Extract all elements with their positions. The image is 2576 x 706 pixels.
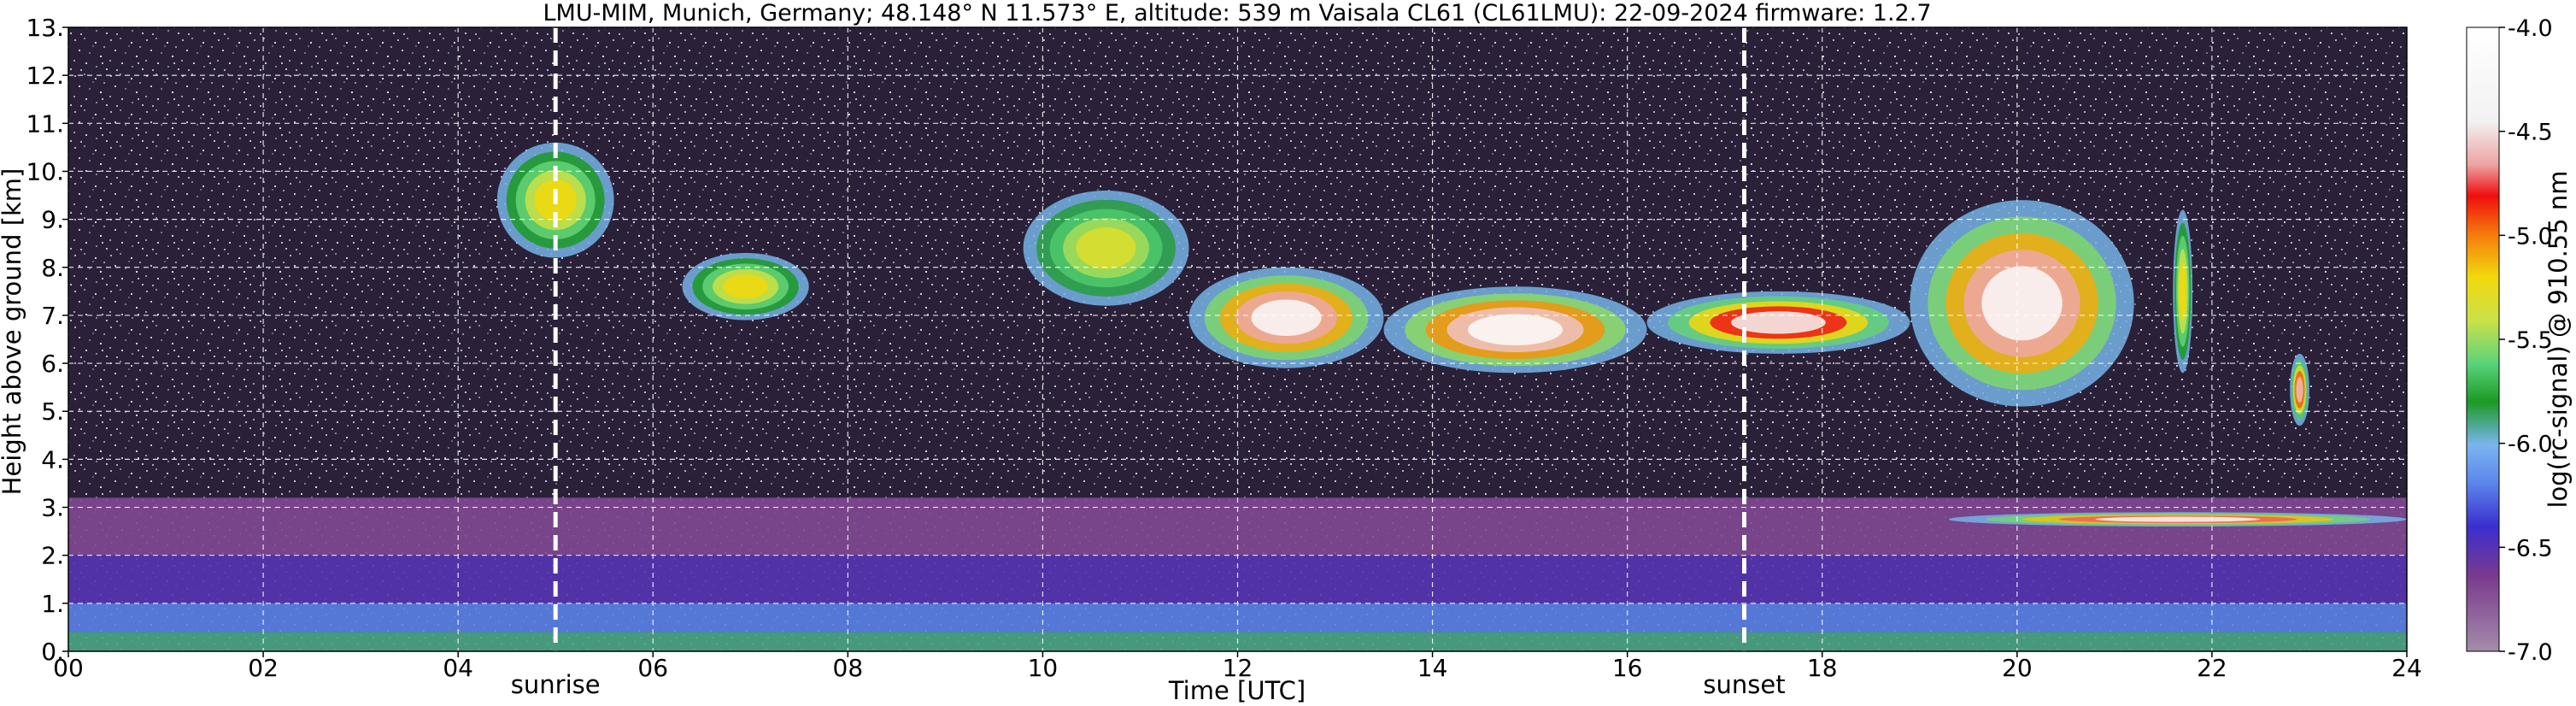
colorbar-ticks: -4.0 -4.5 -5.0 -5.5 -6.0 -6.5 -7.0 bbox=[2499, 15, 2553, 666]
sunset-label: sunset bbox=[1703, 670, 1785, 699]
y-tick-label: 10. bbox=[26, 157, 64, 185]
y-tick-label: 0. bbox=[41, 638, 64, 666]
cloud-feature bbox=[1646, 291, 1910, 354]
cloud-band bbox=[1251, 299, 1322, 336]
x-tick-label: 02 bbox=[248, 654, 279, 682]
colorbar-tick-label: -6.5 bbox=[2508, 535, 2553, 562]
y-tick-label: 1. bbox=[41, 590, 64, 618]
cloud-feature bbox=[2290, 353, 2309, 427]
x-tick-label: 24 bbox=[2391, 654, 2422, 682]
cloud-band bbox=[1468, 314, 1563, 345]
colorbar-tick-label: -6.0 bbox=[2508, 432, 2553, 458]
y-tick-label: 4. bbox=[41, 445, 64, 474]
colorbar-tick-label: -5.5 bbox=[2508, 327, 2553, 354]
x-tick-labels: 00 02 04 06 08 10 12 14 16 18 20 22 24 bbox=[53, 651, 2422, 682]
cloud-band bbox=[2179, 262, 2186, 321]
x-tick-label: 14 bbox=[1417, 654, 1448, 682]
y-axis-label: Height above ground [km] bbox=[0, 168, 26, 496]
cloud-band bbox=[2095, 516, 2261, 522]
x-tick-label: 18 bbox=[1807, 654, 1838, 682]
colorbar: -4.0 -4.5 -5.0 -5.5 -6.0 -6.5 -7.0 log(rc-sign… bbox=[2466, 15, 2573, 666]
x-tick-label: 12 bbox=[1223, 654, 1253, 682]
y-tick-label: 7. bbox=[41, 302, 64, 330]
x-tick-label: 06 bbox=[637, 654, 668, 682]
x-tick-label: 10 bbox=[1028, 654, 1059, 682]
x-tick-label: 16 bbox=[1612, 654, 1643, 682]
cloud-feature bbox=[1949, 512, 2408, 527]
y-tick-label: 13. bbox=[26, 14, 64, 42]
cloud-feature bbox=[1910, 200, 2134, 407]
x-axis-label: Time [UTC] bbox=[1168, 676, 1306, 705]
colorbar-tick-label: -7.0 bbox=[2508, 639, 2553, 666]
cloud-feature bbox=[1383, 286, 1647, 374]
event-lines bbox=[553, 27, 1747, 651]
y-tick-label: 5. bbox=[41, 397, 64, 426]
y-tick-label: 8. bbox=[41, 254, 64, 282]
colorbar-tick-label: -4.5 bbox=[2508, 120, 2553, 146]
y-tick-label: 6. bbox=[41, 350, 64, 378]
chart-title: LMU-MIM, Munich, Germany; 48.148° N 11.5… bbox=[543, 0, 1931, 26]
x-tick-label: 04 bbox=[443, 654, 473, 682]
colorbar-tick-label: -5.0 bbox=[2508, 223, 2553, 250]
cloud-band bbox=[722, 274, 769, 299]
x-tick-label: 08 bbox=[833, 654, 864, 682]
cloud-feature bbox=[1188, 267, 1384, 368]
y-tick-labels: 0. 1. 2. 3. 4. 5. 6. 7. 8. 9. 10. 11. 12. 13. bbox=[26, 14, 68, 666]
cloud-band bbox=[1981, 266, 2063, 341]
cloud-feature bbox=[1023, 190, 1189, 306]
sunrise-label: sunrise bbox=[511, 670, 601, 699]
colorbar-label: log(rc-signal) @ 910.55 nm bbox=[2544, 170, 2573, 508]
x-tick-label: 22 bbox=[2197, 654, 2227, 682]
y-tick-label: 2. bbox=[41, 542, 64, 570]
y-tick-label: 12. bbox=[26, 62, 64, 90]
cloud-feature bbox=[2173, 209, 2193, 374]
y-tick-label: 9. bbox=[41, 206, 64, 234]
cloud-band bbox=[1731, 311, 1826, 334]
colorbar-tick-label: -4.0 bbox=[2508, 15, 2553, 42]
cloud-band bbox=[2296, 376, 2303, 403]
x-tick-label: 00 bbox=[53, 654, 84, 682]
cloud-feature bbox=[682, 252, 809, 321]
x-tick-label: 20 bbox=[2002, 654, 2033, 682]
cloud-band bbox=[1076, 227, 1136, 269]
plot-area bbox=[67, 26, 2408, 652]
grid-lines bbox=[68, 27, 2407, 651]
colorbar-bar bbox=[2466, 26, 2500, 652]
aerosol-layer bbox=[68, 603, 2407, 632]
y-tick-label: 11. bbox=[26, 109, 64, 138]
y-tick-label: 3. bbox=[41, 494, 64, 522]
